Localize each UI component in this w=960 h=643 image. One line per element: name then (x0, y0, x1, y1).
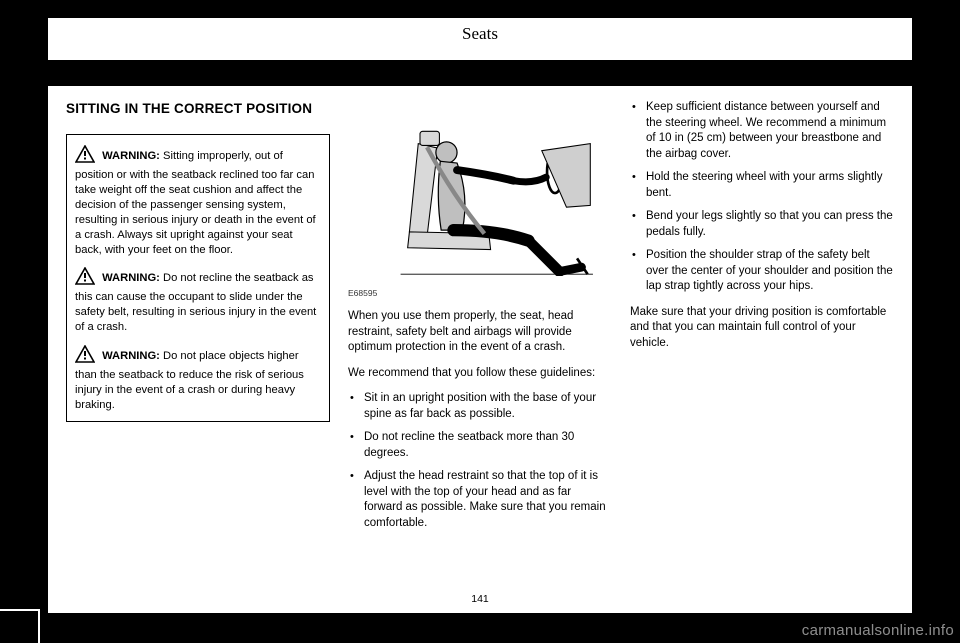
warning-label: WARNING: (102, 272, 160, 284)
warning-label: WARNING: (102, 150, 160, 162)
list-item: Hold the steering wheel with your arms s… (630, 170, 894, 201)
warning-triangle-icon (75, 267, 95, 290)
warning-label: WARNING: (102, 350, 160, 362)
list-item: Keep sufficient distance between yoursel… (630, 100, 894, 162)
list-item: Do not recline the seatback more than 30… (348, 430, 612, 461)
list-item: Position the shoulder strap of the safet… (630, 248, 894, 295)
body-paragraph: We recommend that you follow these guide… (348, 366, 612, 382)
manual-page: Seats SITTING IN THE CORRECT POSITION WA… (48, 18, 912, 613)
warning-paragraph: WARNING: Do not place objects higher tha… (75, 345, 321, 413)
warning-paragraph: WARNING: Sitting improperly, out of posi… (75, 145, 321, 257)
body-paragraph: When you use them properly, the seat, he… (348, 309, 612, 356)
watermark-text: carmanualsonline.info (802, 622, 954, 639)
chapter-title: Seats (48, 24, 912, 44)
list-item: Bend your legs slightly so that you can … (630, 209, 894, 240)
figure-code: E68595 (348, 288, 612, 299)
warning-paragraph: WARNING: Do not recline the seatback as … (75, 267, 321, 335)
guidelines-list: Sit in an upright position with the base… (348, 391, 612, 531)
spine-tab (0, 609, 40, 643)
warning-box: WARNING: Sitting improperly, out of posi… (66, 134, 330, 421)
body-paragraph: Make sure that your driving position is … (630, 305, 894, 352)
column-3: Keep sufficient distance between yoursel… (630, 100, 894, 587)
seating-position-figure (348, 126, 612, 282)
warning-triangle-icon (75, 345, 95, 368)
section-heading: SITTING IN THE CORRECT POSITION (66, 100, 330, 118)
warning-triangle-icon (75, 145, 95, 168)
list-item: Adjust the head restraint so that the to… (348, 469, 612, 531)
header-black-bar (48, 60, 912, 86)
list-item: Sit in an upright position with the base… (348, 391, 612, 422)
column-1: SITTING IN THE CORRECT POSITION WARNING:… (66, 100, 330, 587)
column-2: E68595 When you use them properly, the s… (348, 100, 612, 587)
warning-text: Sitting improperly, out of position or w… (75, 150, 316, 255)
guidelines-list-continued: Keep sufficient distance between yoursel… (630, 100, 894, 295)
page-number: 141 (48, 593, 912, 605)
content-columns: SITTING IN THE CORRECT POSITION WARNING:… (66, 100, 894, 587)
